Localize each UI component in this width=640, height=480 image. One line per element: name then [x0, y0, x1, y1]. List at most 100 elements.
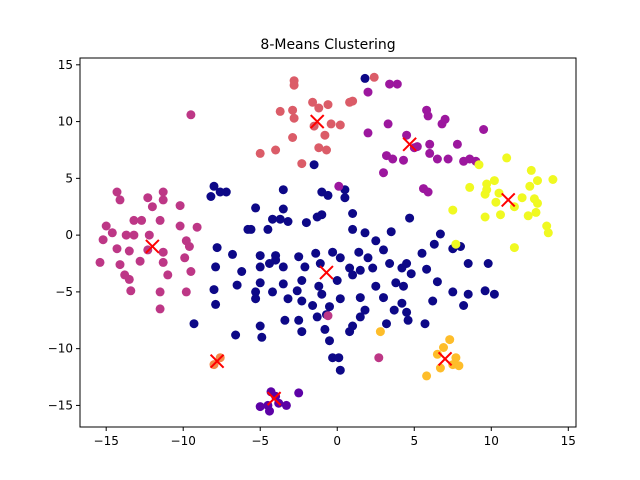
data-point-cluster-8 — [542, 221, 552, 231]
y-tick-label: 5 — [65, 171, 73, 185]
data-point-cluster-4 — [155, 287, 165, 297]
data-point-cluster-1 — [268, 214, 277, 224]
data-point-cluster-1 — [328, 247, 338, 257]
data-point-cluster-8 — [543, 228, 553, 238]
centroid-marker-4 — [145, 239, 160, 254]
data-point-cluster-3 — [388, 154, 398, 164]
data-point-cluster-5 — [297, 159, 307, 169]
data-point-cluster-1 — [348, 270, 358, 280]
data-point-cluster-1 — [308, 301, 318, 310]
data-point-cluster-1 — [363, 253, 373, 263]
data-point-cluster-4 — [98, 235, 108, 245]
data-point-cluster-4 — [158, 247, 168, 257]
data-point-cluster-1 — [328, 353, 338, 363]
data-point-cluster-8 — [480, 189, 490, 199]
data-point-cluster-7 — [454, 361, 464, 371]
data-point-cluster-1 — [206, 192, 216, 201]
data-point-cluster-1 — [301, 218, 311, 228]
data-point-cluster-8 — [525, 181, 535, 191]
data-point-cluster-1 — [189, 319, 199, 329]
data-point-cluster-4 — [155, 304, 165, 314]
data-point-cluster-1 — [340, 193, 350, 203]
data-point-cluster-3 — [385, 79, 395, 89]
data-point-cluster-1 — [278, 262, 288, 272]
data-point-cluster-1 — [317, 210, 327, 220]
data-point-cluster-5 — [288, 105, 298, 115]
data-point-cluster-5 — [348, 96, 358, 106]
data-point-cluster-8 — [496, 210, 505, 220]
data-point-cluster-4 — [129, 230, 139, 240]
data-point-cluster-1 — [297, 276, 307, 285]
data-point-cluster-1 — [371, 236, 381, 246]
data-point-cluster-1 — [297, 327, 307, 337]
y-tick-label: −5 — [55, 285, 73, 299]
data-point-cluster-1 — [312, 312, 322, 322]
y-tick-label: 0 — [65, 228, 73, 242]
data-point-cluster-1 — [448, 287, 458, 297]
x-tick-label: −5 — [251, 434, 269, 448]
data-point-cluster-5 — [289, 80, 299, 90]
data-point-cluster-8 — [523, 211, 533, 221]
centroid-markers — [145, 114, 516, 406]
x-tick-label: −15 — [94, 434, 119, 448]
data-point-cluster-4 — [147, 202, 157, 212]
data-point-cluster-1 — [335, 365, 345, 375]
data-point-cluster-1 — [292, 286, 302, 296]
data-point-cluster-1 — [463, 289, 473, 299]
data-point-cluster-1 — [255, 251, 265, 261]
data-point-cluster-3 — [440, 114, 450, 124]
data-point-cluster-1 — [231, 330, 241, 340]
data-point-cluster-4 — [186, 267, 196, 276]
data-point-cluster-8 — [517, 193, 527, 203]
data-point-cluster-1 — [314, 281, 324, 291]
data-point-cluster-4 — [112, 244, 122, 254]
data-point-cluster-1 — [221, 187, 231, 197]
data-point-cluster-5 — [323, 100, 333, 110]
centroid-marker-5 — [310, 114, 325, 129]
data-point-cluster-1 — [345, 327, 355, 337]
data-point-cluster-4 — [112, 187, 122, 197]
centroid-marker-1 — [319, 265, 334, 280]
data-point-cluster-4 — [155, 215, 165, 225]
data-point-cluster-1 — [278, 204, 288, 214]
data-point-cluster-1 — [489, 289, 499, 299]
data-point-cluster-5 — [288, 133, 298, 142]
data-point-cluster-1 — [320, 324, 330, 334]
data-point-cluster-1 — [382, 319, 391, 329]
data-point-cluster-1 — [403, 315, 413, 325]
x-tick-label: 15 — [561, 434, 576, 448]
data-point-cluster-1 — [255, 321, 265, 331]
data-point-cluster-1 — [294, 315, 304, 325]
data-point-cluster-3 — [432, 154, 442, 164]
data-point-cluster-4 — [115, 260, 125, 270]
x-tick-label: 0 — [333, 434, 341, 448]
x-axis: −15 −10 −5 0 5 10 15 — [94, 427, 576, 448]
data-point-cluster-1 — [283, 294, 293, 304]
data-point-cluster-1 — [386, 227, 396, 237]
data-point-cluster-8 — [480, 212, 490, 222]
data-point-cluster-1 — [428, 296, 438, 306]
data-point-cluster-3 — [392, 79, 402, 89]
data-point-cluster-4 — [192, 222, 202, 232]
data-point-cluster-1 — [251, 203, 261, 213]
data-point-cluster-1 — [265, 259, 274, 268]
data-point-cluster-1 — [211, 299, 221, 309]
centroid-marker-8 — [501, 192, 516, 208]
data-point-cluster-1 — [332, 276, 342, 285]
data-point-cluster-7 — [445, 335, 455, 345]
data-point-cluster-1 — [360, 305, 370, 315]
data-point-cluster-1 — [255, 262, 265, 272]
data-point-cluster-1 — [251, 287, 261, 297]
data-point-cluster-8 — [489, 176, 499, 186]
data-point-cluster-1 — [275, 214, 285, 224]
data-point-cluster-1 — [463, 259, 473, 268]
data-point-cluster-1 — [399, 281, 408, 291]
data-point-cluster-1 — [483, 259, 493, 268]
centroid-marker-6 — [209, 353, 225, 369]
y-tick-label: −15 — [48, 398, 73, 412]
data-point-cluster-5 — [275, 106, 285, 116]
data-point-cluster-4 — [124, 246, 134, 256]
data-point-cluster-3 — [363, 87, 373, 97]
data-point-cluster-1 — [311, 248, 321, 258]
